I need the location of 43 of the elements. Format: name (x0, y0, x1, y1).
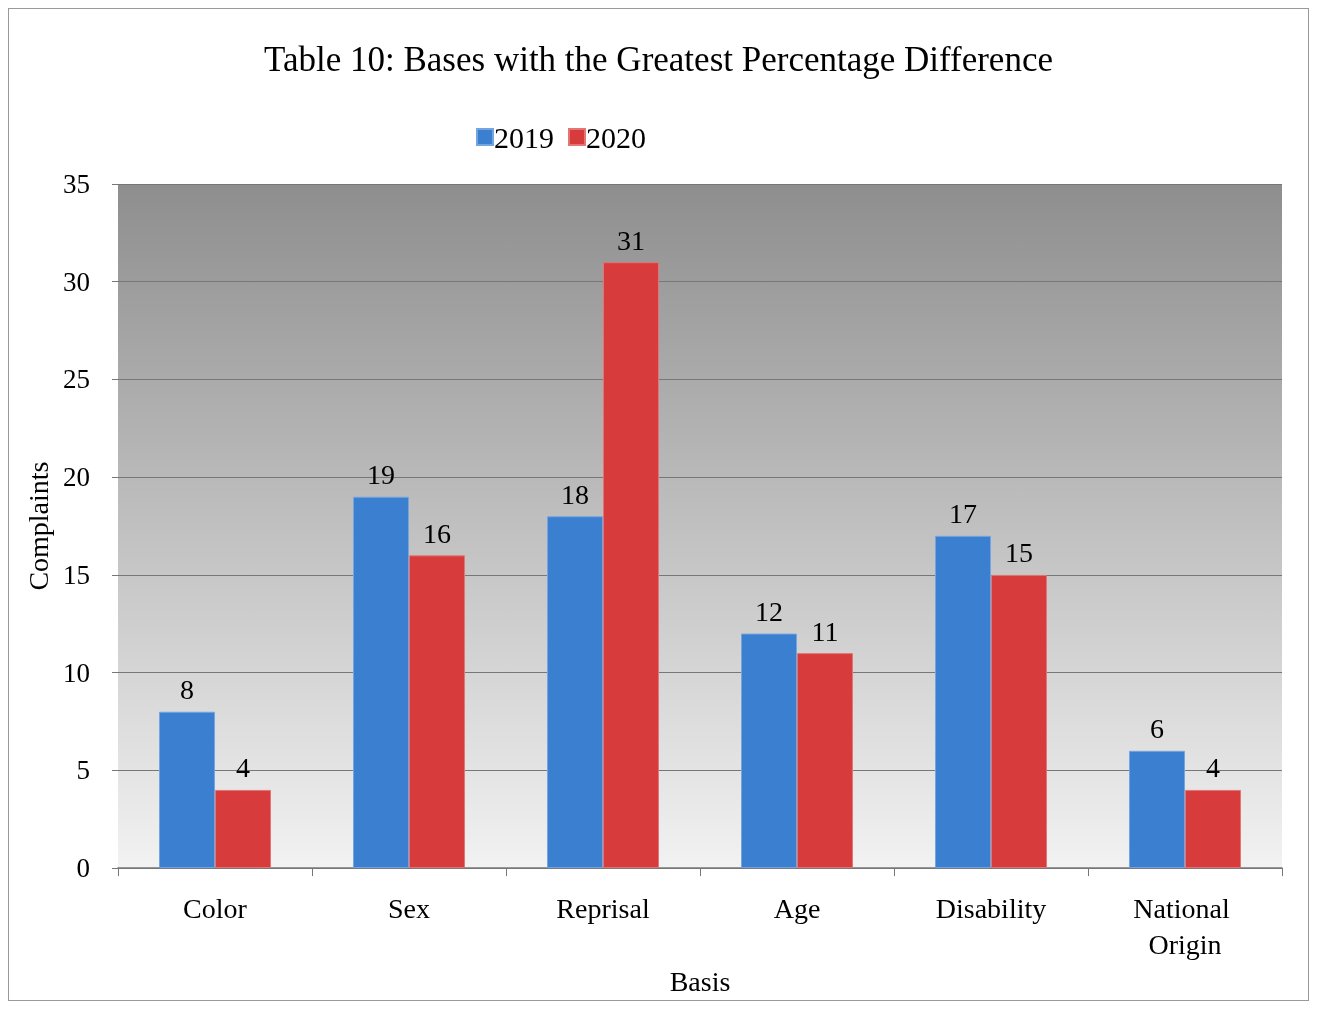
bar (1185, 789, 1241, 869)
legend-label: 2020 (586, 120, 646, 154)
x-tick-label: Color (183, 892, 248, 924)
bar (741, 633, 797, 869)
data-label: 18 (561, 478, 589, 510)
bar (409, 555, 465, 869)
x-tick-label: Disability (935, 892, 1047, 924)
legend-label: 2019 (494, 120, 554, 154)
bar (353, 496, 409, 869)
bar (215, 789, 271, 869)
bar (991, 574, 1047, 869)
x-tick-label: Reprisal (556, 892, 650, 924)
bar (159, 711, 215, 869)
bar (797, 653, 853, 869)
y-tick-label: 15 (63, 559, 90, 590)
y-tick-label: 10 (63, 657, 90, 688)
x-axis-title: Basis (669, 965, 731, 997)
data-label: 15 (1005, 537, 1033, 569)
bar (935, 535, 991, 869)
y-tick-label: 5 (76, 755, 90, 786)
data-label: 6 (1150, 713, 1164, 745)
bar (603, 262, 659, 869)
bar (1129, 750, 1185, 869)
data-label: 4 (236, 752, 250, 784)
data-label: 17 (949, 498, 977, 530)
y-tick-label: 35 (63, 169, 90, 199)
data-label: 12 (755, 596, 783, 628)
data-label: 19 (367, 459, 395, 491)
data-label: 8 (180, 674, 194, 706)
x-tick-label: Sex (388, 892, 430, 924)
data-label: 16 (423, 517, 451, 549)
data-label: 4 (1206, 752, 1220, 784)
y-tick-label: 0 (76, 853, 90, 884)
data-label: 31 (617, 224, 645, 256)
data-label: 11 (811, 615, 839, 647)
chart-title: Table 10: Bases with the Greatest Percentage Difference (264, 40, 1053, 79)
y-tick-label: 30 (63, 266, 90, 297)
y-axis-title: Complaints (22, 461, 54, 591)
y-tick-label: 20 (63, 462, 90, 493)
x-tick-label: National Origin (1133, 892, 1237, 960)
x-tick-label: Age (773, 892, 821, 924)
y-tick-label: 25 (63, 364, 90, 395)
bar (547, 516, 603, 869)
